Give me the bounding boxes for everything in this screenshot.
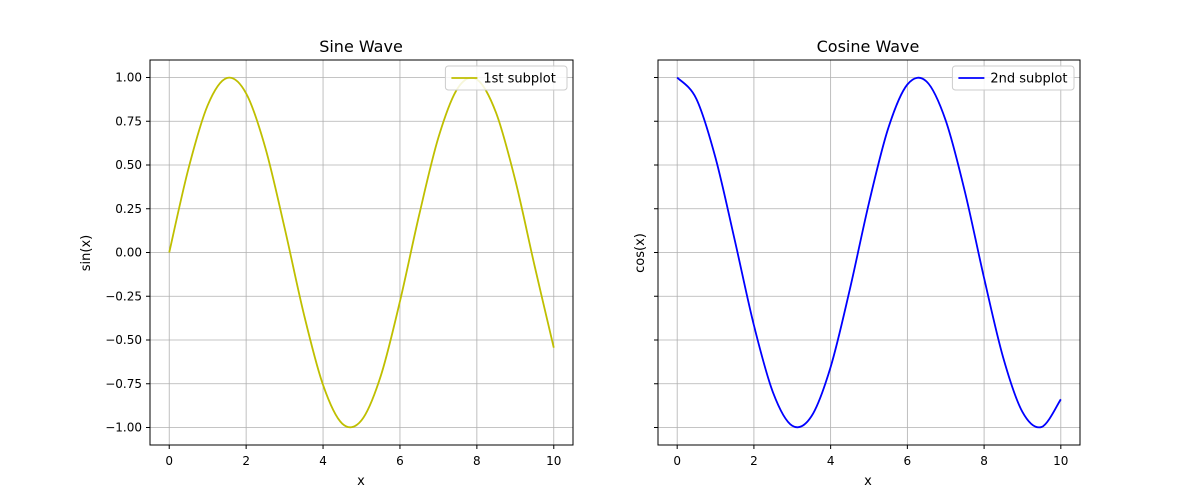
- sine-legend-label: 1st subplot: [483, 72, 555, 87]
- sine-x-tick-label-1: 2: [242, 454, 250, 468]
- cosine-x-tick-label-2: 4: [827, 454, 835, 468]
- sine-series-line-0: [168, 76, 555, 429]
- sine-y-tick-label-0: 1.00: [115, 71, 142, 85]
- sine-y-tick-label-2: 0.50: [115, 158, 142, 172]
- cosine-x-tick-label-5: 10: [1053, 454, 1068, 468]
- cosine-x-tick-label-1: 2: [750, 454, 758, 468]
- cosine-x-axis-label: x: [864, 474, 872, 489]
- sine-y-tick-label-1: 0.75: [115, 114, 142, 128]
- cosine-title: Cosine Wave: [817, 37, 920, 56]
- sine-y-tick-label-3: 0.25: [115, 202, 142, 216]
- sine-x-tick-label-2: 4: [319, 454, 327, 468]
- subplot-cosine: Cosine Wave x cos(x) 0 2 4 6 8 10 2nd subplot: [633, 37, 1081, 489]
- sine-y-tick-label-5: −0.25: [105, 289, 142, 303]
- sine-y-tick-label-7: −0.75: [105, 377, 142, 391]
- sine-x-axis-label: x: [357, 474, 365, 489]
- sine-x-tick-label-5: 10: [546, 454, 561, 468]
- cosine-x-tick-label-4: 8: [980, 454, 988, 468]
- sine-y-tick-label-4: 0.00: [115, 246, 142, 260]
- cosine-x-tick-label-3: 6: [904, 454, 912, 468]
- sine-legend-box: [444, 65, 568, 91]
- sine-x-tick-label-4: 8: [473, 454, 481, 468]
- sine-title: Sine Wave: [319, 37, 403, 56]
- sine-y-axis-label: sin(x): [79, 235, 94, 271]
- sine-x-tick-label-0: 0: [165, 454, 173, 468]
- sine-legend: 1st subplot: [444, 65, 568, 91]
- cosine-legend: 2nd subplot: [951, 65, 1075, 91]
- subplot-sine: Sine Wave x sin(x) 0 2 4 6 8 10 1.00 0.75 0.50 0.…: [79, 37, 574, 489]
- sine-y-tick-label-8: −1.00: [105, 421, 142, 435]
- cosine-legend-label: 2nd subplot: [990, 72, 1067, 87]
- cosine-y-axis-label: cos(x): [633, 233, 648, 273]
- cosine-x-tick-label-0: 0: [673, 454, 681, 468]
- cosine-series-line-0: [676, 76, 1062, 429]
- cosine-legend-box: [951, 65, 1075, 91]
- sine-y-tick-label-6: −0.50: [105, 333, 142, 347]
- sine-x-tick-label-3: 6: [396, 454, 404, 468]
